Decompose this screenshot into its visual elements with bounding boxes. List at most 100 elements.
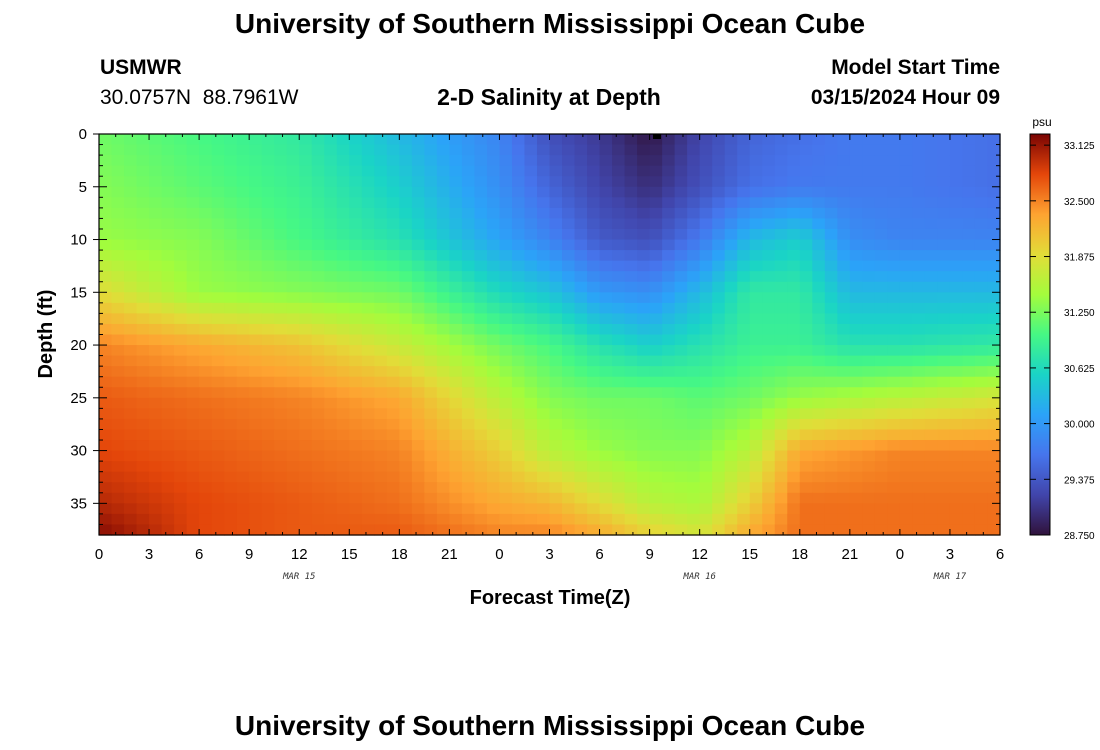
heatmap-cell [587, 418, 601, 431]
heatmap-cell [924, 313, 939, 325]
heatmap-cell [624, 471, 638, 483]
heatmap-cell [749, 471, 763, 483]
heatmap-cell [399, 418, 413, 431]
heatmap-cell [812, 461, 826, 473]
heatmap-cell [486, 134, 501, 146]
heatmap-cell [737, 376, 751, 388]
heatmap-cell [849, 376, 863, 388]
heatmap-cell [649, 461, 663, 473]
heatmap-cell [924, 503, 939, 515]
heatmap-cell [787, 165, 801, 177]
heatmap-cell [949, 260, 964, 272]
heatmap-cell [974, 186, 989, 198]
heatmap-cell [486, 197, 501, 209]
heatmap-cell [374, 461, 388, 473]
heatmap-cell [962, 302, 976, 314]
heatmap-cell [974, 165, 989, 177]
heatmap-cell [111, 250, 125, 262]
heatmap-cell [937, 376, 951, 388]
heatmap-cell [662, 461, 676, 473]
heatmap-cell [949, 355, 964, 367]
heatmap-cell [899, 366, 913, 378]
heatmap-cell [562, 323, 576, 336]
heatmap-cell [987, 271, 1001, 283]
heatmap-cell [99, 461, 113, 473]
heatmap-cell [399, 292, 413, 304]
heatmap-cell [449, 334, 463, 346]
heatmap-cell [124, 186, 138, 198]
heatmap-cell [424, 260, 438, 272]
heatmap-cell [349, 155, 363, 167]
heatmap-cell [724, 334, 738, 346]
heatmap-cell [687, 218, 701, 230]
heatmap-cell [599, 228, 613, 241]
page-title: University of Southern Mississippi Ocean… [234, 8, 866, 39]
heatmap-cell [737, 271, 751, 283]
heatmap-cell [261, 271, 275, 283]
heatmap-cell [161, 471, 175, 483]
heatmap-cell [186, 250, 200, 262]
heatmap-cell [762, 323, 776, 336]
heatmap-cell [774, 397, 788, 409]
heatmap-cell [424, 176, 438, 188]
heatmap-cell [887, 197, 901, 209]
heatmap-cell [687, 186, 701, 198]
heatmap-cell [449, 387, 463, 399]
heatmap-cell [136, 440, 150, 452]
heatmap-cell [874, 513, 888, 526]
heatmap-cell [336, 144, 350, 156]
heatmap-cell [887, 503, 901, 515]
heatmap-cell [461, 471, 476, 483]
heatmap-cell [899, 197, 913, 209]
heatmap-cell [912, 323, 926, 336]
heatmap-cell [549, 429, 563, 441]
heatmap-cell [236, 197, 250, 209]
heatmap-cell [136, 408, 150, 420]
heatmap-cell [949, 482, 964, 494]
heatmap-cell [762, 260, 776, 272]
heatmap-cell [411, 418, 425, 431]
heatmap-cell [361, 397, 375, 409]
heatmap-cell [774, 376, 788, 388]
heatmap-cell [286, 334, 300, 346]
heatmap-cell [712, 503, 726, 515]
heatmap-cell [424, 503, 438, 515]
heatmap-cell [511, 503, 526, 515]
heatmap-cell [587, 186, 601, 198]
heatmap-cell [762, 207, 776, 220]
heatmap-cell [124, 155, 138, 167]
heatmap-cell [136, 165, 150, 177]
heatmap-cell [436, 387, 450, 399]
heatmap-cell [899, 302, 913, 314]
heatmap-cell [499, 302, 513, 314]
heatmap-cell [99, 366, 113, 378]
heatmap-cell [524, 334, 538, 346]
heatmap-cell [799, 408, 813, 420]
heatmap-cell [924, 134, 939, 146]
heatmap-cell [812, 418, 826, 431]
heatmap-cell [562, 313, 576, 325]
heatmap-cell [837, 492, 851, 504]
heatmap-cell [149, 440, 163, 452]
heatmap-cell [286, 228, 300, 241]
heatmap-cell [712, 471, 726, 483]
heatmap-cell [449, 207, 463, 220]
heatmap-cell [737, 355, 751, 367]
heatmap-cell [311, 207, 325, 220]
heatmap-cell [399, 302, 413, 314]
heatmap-cell [962, 450, 976, 462]
heatmap-cell [499, 281, 513, 293]
heatmap-cell [249, 524, 263, 536]
heatmap-cell [624, 429, 638, 441]
heatmap-cell [724, 186, 738, 198]
heatmap-cell [937, 313, 951, 325]
heatmap-cell [949, 345, 964, 357]
heatmap-cell [799, 450, 813, 462]
heatmap-cell [987, 165, 1001, 177]
heatmap-cell [136, 260, 150, 272]
heatmap-cell [924, 355, 939, 367]
heatmap-cell [299, 218, 313, 230]
heatmap-cell [199, 302, 213, 314]
heatmap-cell [211, 239, 225, 251]
heatmap-cell [924, 271, 939, 283]
